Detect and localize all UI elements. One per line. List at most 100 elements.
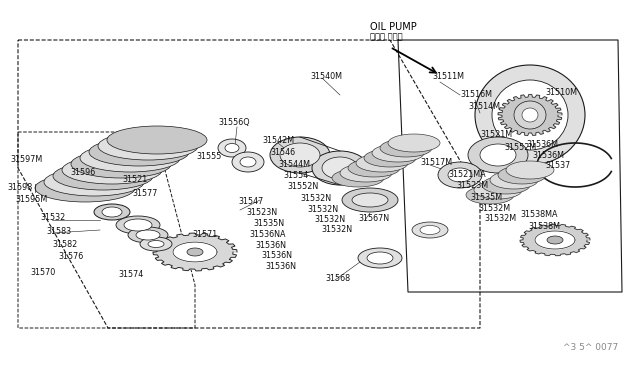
Text: 31554: 31554: [283, 171, 308, 180]
Text: 31596: 31596: [70, 168, 95, 177]
Ellipse shape: [380, 139, 432, 157]
Text: ^3 5^ 0077: ^3 5^ 0077: [563, 343, 618, 352]
Text: 31511M: 31511M: [432, 72, 464, 81]
Ellipse shape: [482, 176, 530, 194]
Ellipse shape: [348, 159, 400, 177]
Ellipse shape: [225, 144, 239, 153]
Ellipse shape: [89, 138, 189, 166]
Ellipse shape: [148, 241, 164, 247]
Ellipse shape: [240, 157, 256, 167]
Text: 31532N: 31532N: [314, 215, 345, 224]
Text: 31583: 31583: [46, 227, 71, 236]
Ellipse shape: [71, 150, 171, 178]
Polygon shape: [535, 231, 575, 249]
Ellipse shape: [364, 149, 416, 167]
Ellipse shape: [498, 166, 546, 184]
Ellipse shape: [116, 216, 160, 234]
Ellipse shape: [356, 154, 408, 172]
Polygon shape: [398, 40, 622, 292]
Ellipse shape: [466, 186, 514, 204]
Text: 31521M: 31521M: [480, 130, 512, 139]
Ellipse shape: [547, 236, 563, 244]
Ellipse shape: [388, 134, 440, 152]
Polygon shape: [498, 94, 562, 135]
Ellipse shape: [94, 204, 130, 220]
Text: 31536N: 31536N: [261, 251, 292, 260]
Ellipse shape: [372, 144, 424, 162]
Ellipse shape: [80, 144, 180, 172]
Text: 31532N: 31532N: [321, 225, 352, 234]
Text: 31532N: 31532N: [300, 194, 331, 203]
Ellipse shape: [232, 152, 264, 172]
Text: 31597M: 31597M: [10, 155, 42, 164]
Ellipse shape: [490, 171, 538, 189]
Ellipse shape: [107, 126, 207, 154]
Ellipse shape: [506, 161, 554, 179]
Text: 31567N: 31567N: [358, 214, 389, 223]
Ellipse shape: [352, 193, 388, 207]
Ellipse shape: [342, 188, 398, 212]
Text: 31556Q: 31556Q: [218, 118, 250, 127]
Text: 31552M: 31552M: [504, 143, 536, 152]
Text: 31582: 31582: [52, 240, 77, 249]
Text: オイル ポンプ: オイル ポンプ: [370, 32, 403, 41]
Polygon shape: [153, 233, 237, 271]
Text: 31535M: 31535M: [470, 193, 502, 202]
Ellipse shape: [44, 168, 144, 196]
Text: 31544M: 31544M: [278, 160, 310, 169]
Text: OIL PUMP: OIL PUMP: [370, 22, 417, 32]
Ellipse shape: [475, 65, 585, 165]
Polygon shape: [520, 224, 590, 256]
Text: 31536M: 31536M: [526, 140, 558, 149]
Ellipse shape: [367, 252, 393, 264]
Ellipse shape: [218, 139, 246, 157]
Text: 31595M: 31595M: [15, 195, 47, 204]
Polygon shape: [18, 40, 480, 328]
Ellipse shape: [438, 162, 482, 188]
Text: 31536N: 31536N: [265, 262, 296, 271]
Text: 31536NA: 31536NA: [249, 230, 285, 239]
Ellipse shape: [124, 219, 152, 231]
Text: 31510M: 31510M: [545, 88, 577, 97]
Text: 31547: 31547: [238, 197, 263, 206]
Ellipse shape: [514, 101, 546, 129]
Text: 31535N: 31535N: [253, 219, 284, 228]
Ellipse shape: [340, 164, 392, 182]
Text: 31532N: 31532N: [307, 205, 338, 214]
Ellipse shape: [270, 137, 330, 173]
Ellipse shape: [480, 144, 516, 166]
Ellipse shape: [522, 108, 538, 122]
Text: 31537: 31537: [545, 161, 570, 170]
Text: 31542M: 31542M: [262, 136, 294, 145]
Text: 31538MA: 31538MA: [520, 210, 557, 219]
Text: 31517M: 31517M: [420, 158, 452, 167]
Ellipse shape: [412, 222, 448, 238]
Ellipse shape: [474, 181, 522, 199]
Text: 31536M: 31536M: [532, 151, 564, 160]
Ellipse shape: [136, 230, 160, 240]
Ellipse shape: [448, 168, 472, 182]
Text: 31532M: 31532M: [484, 214, 516, 223]
Text: 31523N: 31523N: [246, 208, 277, 217]
Text: 31532M: 31532M: [478, 204, 510, 213]
Text: 31555: 31555: [196, 152, 221, 161]
Text: 31568: 31568: [325, 274, 350, 283]
Ellipse shape: [332, 169, 384, 187]
Text: 31532: 31532: [40, 213, 65, 222]
Polygon shape: [173, 242, 217, 262]
Text: 31598: 31598: [7, 183, 32, 192]
Ellipse shape: [280, 143, 320, 167]
Ellipse shape: [420, 225, 440, 234]
Ellipse shape: [187, 248, 203, 256]
Ellipse shape: [468, 137, 528, 173]
Text: 31521: 31521: [122, 175, 147, 184]
Text: 31574: 31574: [118, 270, 143, 279]
Ellipse shape: [492, 80, 568, 150]
Text: 31576: 31576: [58, 252, 83, 261]
Ellipse shape: [322, 157, 358, 179]
Ellipse shape: [98, 132, 198, 160]
Ellipse shape: [62, 156, 162, 184]
Text: 31546: 31546: [270, 148, 295, 157]
Ellipse shape: [140, 237, 172, 251]
Text: 31540M: 31540M: [310, 72, 342, 81]
